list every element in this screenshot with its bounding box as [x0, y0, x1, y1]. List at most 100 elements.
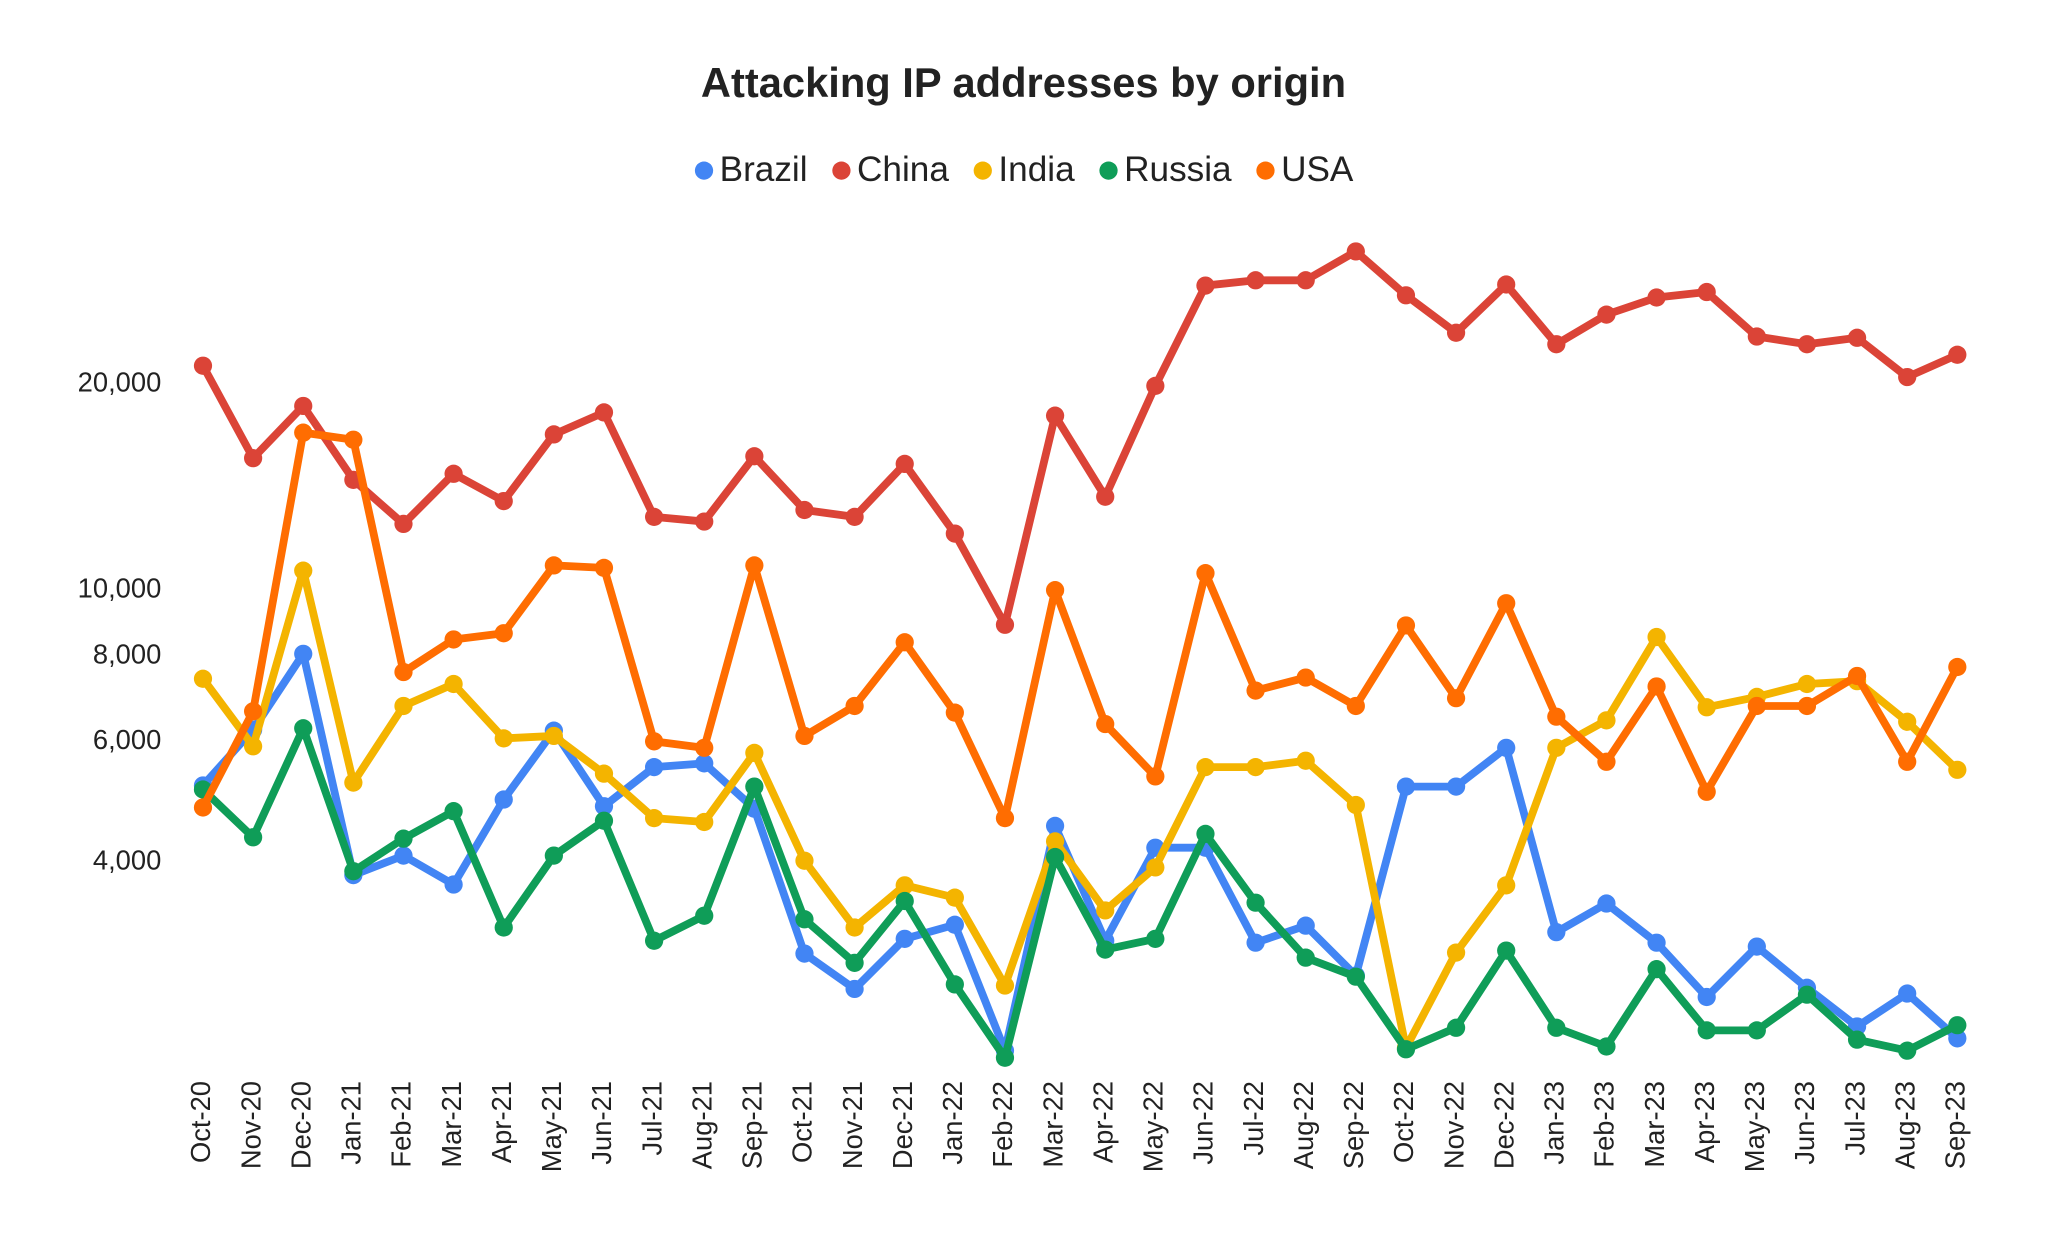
legend-marker [973, 161, 992, 180]
data-point [995, 976, 1015, 995]
data-point [1446, 777, 1466, 796]
data-point [594, 558, 614, 577]
series-line [199, 428, 1961, 823]
x-tick-label: Aug-21 [686, 1081, 717, 1169]
data-point [494, 491, 513, 511]
data-point [1898, 984, 1917, 1003]
data-point [1797, 674, 1817, 694]
data-point [1346, 242, 1365, 261]
data-point [1697, 1021, 1716, 1040]
x-tick-label: Dec-21 [887, 1081, 918, 1169]
data-point [1346, 967, 1365, 986]
data-point [795, 851, 814, 870]
data-point [644, 507, 664, 527]
data-point [444, 464, 463, 483]
data-point [193, 798, 213, 817]
x-tick-label: Jan-21 [336, 1081, 367, 1165]
data-point [1697, 987, 1716, 1007]
data-point [1697, 782, 1716, 801]
data-point [1146, 858, 1165, 877]
legend-label: China [857, 150, 949, 189]
x-tick-label: Mar-22 [1037, 1081, 1068, 1168]
data-point [945, 524, 964, 543]
x-tick-label: Jan-23 [1539, 1081, 1570, 1165]
data-point [494, 624, 513, 643]
data-point [1647, 288, 1666, 307]
legend-marker [1256, 161, 1275, 180]
series-line [200, 649, 1960, 1055]
y-tick-label: 6,000 [93, 724, 161, 755]
data-point [544, 425, 563, 444]
x-tick-label: Apr-21 [486, 1081, 517, 1163]
x-tick-label: Jun-21 [586, 1081, 617, 1165]
x-tick-label: Feb-21 [386, 1081, 417, 1168]
x-tick-label: May-22 [1138, 1081, 1169, 1172]
legend: Brazil China India Russia USA [694, 150, 1354, 189]
x-tick-label: Oct-21 [787, 1081, 818, 1163]
data-point [745, 777, 764, 796]
x-tick-label: Feb-22 [987, 1081, 1018, 1168]
data-point [544, 556, 563, 575]
data-point [294, 423, 313, 442]
data-point [695, 906, 714, 925]
data-point [745, 743, 764, 763]
data-point [1196, 276, 1215, 295]
data-point [344, 773, 363, 792]
data-point [945, 888, 964, 907]
data-point [795, 944, 814, 963]
x-tick-label: Jun-23 [1789, 1081, 1820, 1165]
data-point [1346, 795, 1365, 815]
data-point [544, 726, 563, 746]
data-point [1847, 1030, 1867, 1049]
data-point [845, 507, 864, 527]
data-point [1948, 1029, 1967, 1048]
data-point [1647, 677, 1666, 696]
data-point [344, 862, 363, 881]
data-point [1597, 711, 1616, 730]
series-line [199, 247, 1959, 629]
data-point [1045, 847, 1065, 867]
data-point [394, 829, 413, 848]
data-point [1096, 901, 1115, 920]
data-point [1446, 323, 1466, 342]
chart-title: Attacking IP addresses by origin [701, 59, 1346, 106]
data-point [1346, 696, 1365, 716]
data-point [745, 447, 764, 466]
legend-label: India [998, 150, 1075, 189]
x-tick-label: Jun-22 [1188, 1081, 1219, 1165]
data-point [1597, 894, 1616, 913]
data-point [1747, 1021, 1766, 1040]
data-point [845, 696, 864, 716]
data-point [1045, 816, 1065, 836]
data-point [1647, 933, 1666, 952]
series-line [199, 566, 1961, 1052]
data-point [845, 953, 864, 972]
data-point [1547, 738, 1566, 757]
data-point [1196, 564, 1215, 583]
data-point [1096, 487, 1115, 506]
data-point [1747, 327, 1766, 346]
data-point [1396, 286, 1416, 305]
data-point [1296, 916, 1315, 935]
x-tick-label: Sep-22 [1338, 1081, 1369, 1169]
data-point [594, 797, 614, 816]
data-point [1697, 698, 1716, 717]
data-point [294, 644, 313, 663]
data-point [594, 764, 614, 783]
data-point [294, 561, 313, 580]
data-point [1497, 594, 1516, 613]
data-point [594, 403, 614, 422]
data-point [1146, 929, 1165, 948]
x-tick-label: Nov-21 [837, 1081, 868, 1169]
data-point [243, 737, 263, 756]
data-point [1497, 941, 1516, 960]
data-point [1497, 876, 1516, 895]
data-point [995, 1048, 1015, 1067]
data-point [1296, 668, 1315, 687]
data-point [1246, 933, 1265, 952]
data-point [1396, 616, 1416, 635]
data-point [845, 979, 864, 999]
data-point [695, 738, 714, 757]
data-point [544, 846, 563, 865]
data-point [1446, 943, 1466, 962]
